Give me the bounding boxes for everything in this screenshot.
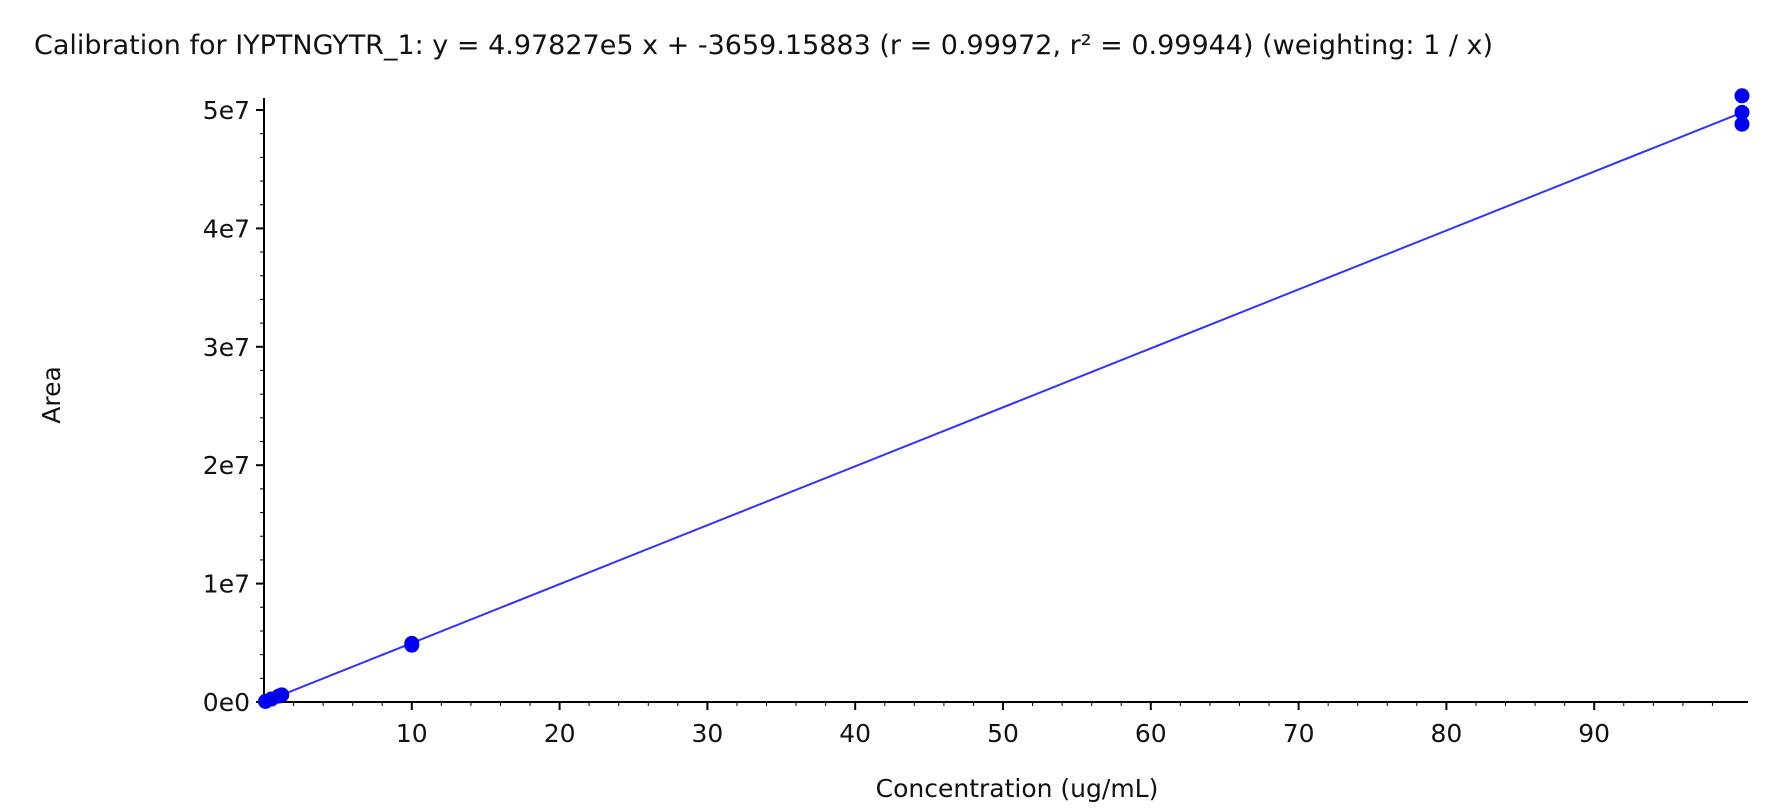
x-tick-label: 30 <box>691 719 723 748</box>
x-tick-label: 60 <box>1135 719 1167 748</box>
data-point <box>1734 116 1750 132</box>
data-point <box>404 637 420 653</box>
fit-line-layer <box>263 111 1743 703</box>
chart-title: Calibration for IYPTNGYTR_1: y = 4.97827… <box>34 30 1493 61</box>
y-tick-label: 0e0 <box>203 688 250 717</box>
data-points <box>257 88 1750 709</box>
x-tick-label: 50 <box>987 719 1019 748</box>
y-tick-label: 3e7 <box>203 333 250 362</box>
x-tick-label: 20 <box>544 719 576 748</box>
data-point <box>1734 104 1750 120</box>
y-tick-label: 2e7 <box>203 451 250 480</box>
x-tick-label: 80 <box>1430 719 1462 748</box>
x-tick-label: 10 <box>396 719 428 748</box>
data-point <box>1734 88 1750 104</box>
x-tick-label: 90 <box>1578 719 1610 748</box>
y-axis-label: Area <box>37 366 66 424</box>
y-tick-label: 1e7 <box>203 570 250 599</box>
x-axis-label: Concentration (ug/mL) <box>876 774 1159 803</box>
y-tick-label: 4e7 <box>203 214 250 243</box>
fit-line <box>263 111 1743 703</box>
axes <box>263 98 1748 704</box>
y-tick-label: 5e7 <box>203 96 250 125</box>
x-tick-label: 70 <box>1283 719 1315 748</box>
x-tick-label: 40 <box>839 719 871 748</box>
ticks: 10 20 30 40 50 60 70 80 90 0e0 1e7 2e7 3e7 4e7 5e7 <box>203 96 1713 748</box>
data-point <box>274 687 290 703</box>
